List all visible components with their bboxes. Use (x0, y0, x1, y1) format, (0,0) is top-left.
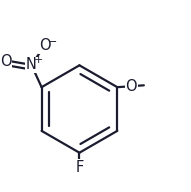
Text: O: O (125, 79, 137, 94)
Text: −: − (48, 37, 57, 47)
Text: N: N (26, 57, 37, 72)
Text: F: F (75, 160, 83, 175)
Text: O: O (0, 54, 12, 69)
Text: O: O (39, 38, 51, 53)
Text: +: + (34, 55, 43, 65)
